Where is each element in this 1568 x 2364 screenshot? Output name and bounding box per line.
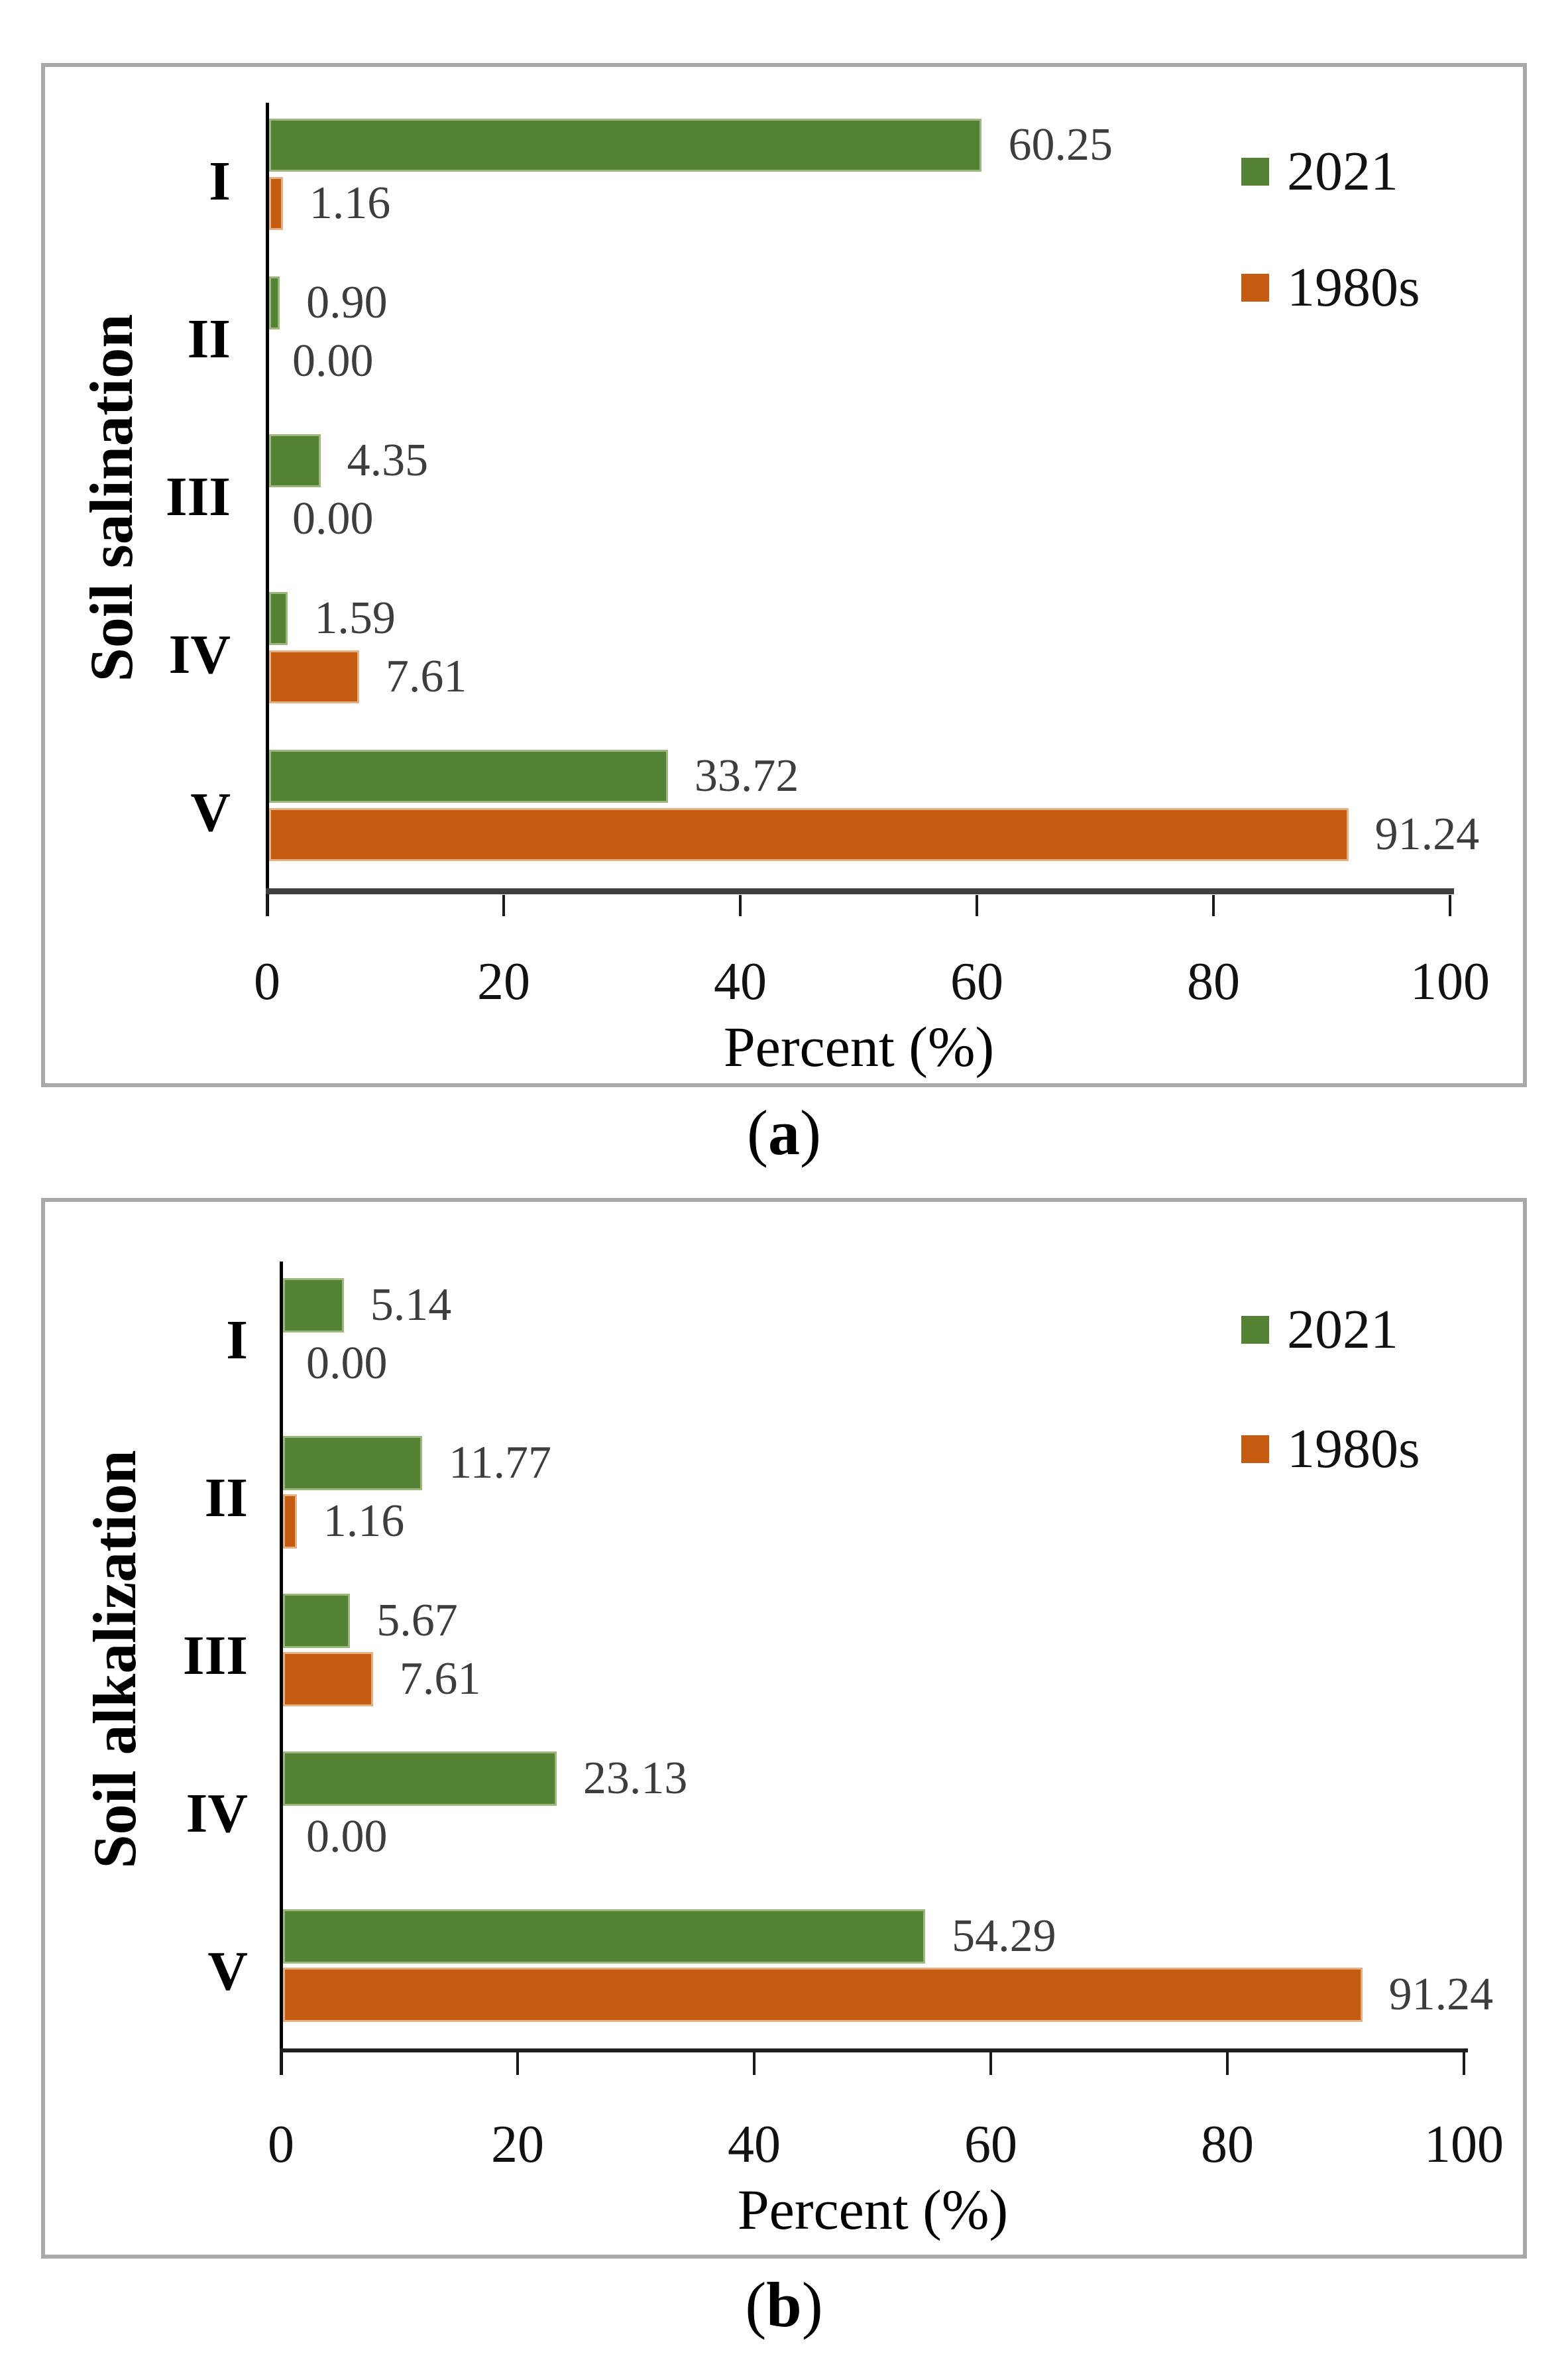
caption-a-close-paren: ) [800,1097,821,1168]
value-label-1980s-III: 0.00 [292,493,374,544]
value-label-1980s-II: 1.16 [323,1496,405,1547]
x-axis-title: Percent (%) [737,2178,1009,2241]
legend-label-2021: 2021 [1287,1299,1398,1360]
x-tick-label-20: 20 [491,2115,544,2174]
caption-b-close-paren: ) [801,2269,823,2340]
value-label-1980s-II: 0.00 [292,335,374,386]
category-label-I: I [226,1309,248,1371]
x-tick-label-100: 100 [1424,2115,1504,2174]
bar-2021-I [269,119,982,172]
bar-1980s-V [283,1968,1363,2022]
value-label-2021-V: 54.29 [952,1911,1056,1962]
value-label-2021-II: 0.90 [306,277,388,328]
value-label-2021-V: 33.72 [694,750,799,801]
x-tick-label-0: 0 [268,2115,294,2174]
x-tick-60 [976,895,978,916]
caption-b-open-paren: ( [745,2269,767,2340]
bar-2021-V [283,1909,926,1964]
value-label-1980s-I: 1.16 [309,178,391,229]
chart-panel-a: Soil salination I II III IV V 0 20 40 60 80 100 60.2… [41,63,1527,1087]
legend-swatch-1980s [1241,274,1269,302]
value-label-2021-II: 11.77 [449,1437,551,1488]
bar-2021-I [283,1278,344,1332]
value-label-2021-IV: 1.59 [314,593,396,644]
bar-1980s-V [269,808,1349,861]
x-tick-label-40: 40 [728,2115,781,2174]
y-axis-line [266,103,269,916]
caption-b-letter: b [766,2269,802,2340]
caption-a-letter: a [768,1097,800,1168]
x-tick-80 [1226,2052,1229,2075]
legend-swatch-2021 [1241,1316,1269,1344]
bar-1980s-IV [269,650,359,703]
category-label-II: II [187,308,231,370]
bar-2021-V [269,750,668,803]
x-axis-line [266,888,1454,894]
x-axis-title: Percent (%) [723,1015,995,1079]
x-tick-40 [739,895,742,916]
bar-2021-II [283,1436,423,1490]
x-tick-100 [1463,2052,1465,2075]
y-axis-line [280,1262,283,2075]
category-label-I: I [209,150,231,212]
x-tick-100 [1449,895,1451,916]
category-label-III: III [182,1625,248,1686]
value-label-2021-I: 60.25 [1008,119,1113,170]
value-label-1980s-I: 0.00 [306,1338,388,1389]
bar-1980s-II [283,1494,297,1549]
legend-label-2021: 2021 [1287,141,1398,202]
x-tick-80 [1212,895,1215,916]
x-tick-60 [989,2052,992,2075]
caption-a-open-paren: ( [747,1097,768,1168]
x-axis-line [280,2048,1468,2052]
bar-1980s-I [269,177,283,230]
category-label-II: II [204,1467,248,1529]
bar-2021-IV [283,1751,557,1806]
value-label-2021-I: 5.14 [370,1279,452,1330]
value-label-2021-III: 5.67 [376,1595,458,1646]
value-label-1980s-IV: 0.00 [306,1811,388,1862]
value-label-2021-III: 4.35 [347,435,429,486]
x-tick-label-20: 20 [477,953,530,1011]
x-tick-label-60: 60 [964,2115,1017,2174]
value-label-1980s-III: 7.61 [399,1653,481,1704]
value-label-1980s-V: 91.24 [1388,1969,1494,2020]
x-tick-label-40: 40 [714,953,767,1011]
caption-a: (a) [0,1095,1568,1171]
category-label-IV: IV [168,624,231,685]
legend-swatch-2021 [1241,158,1269,186]
bar-2021-III [283,1594,351,1648]
x-tick-label-60: 60 [950,953,1003,1011]
bar-2021-IV [269,592,288,645]
legend-swatch-1980s [1241,1435,1269,1463]
x-tick-label-80: 80 [1187,953,1240,1011]
x-tick-40 [753,2052,756,2075]
x-tick-label-100: 100 [1410,953,1490,1011]
bar-2021-II [269,276,280,329]
category-label-IV: IV [186,1783,248,1844]
value-label-1980s-V: 91.24 [1374,809,1480,860]
x-tick-label-80: 80 [1201,2115,1254,2174]
bar-2021-III [269,434,321,487]
x-tick-label-0: 0 [254,953,280,1011]
legend-label-1980s: 1980s [1287,1418,1420,1480]
category-label-III: III [165,466,231,528]
caption-b: (b) [0,2267,1568,2343]
category-label-V: V [207,1940,248,2002]
x-tick-0 [266,895,268,916]
category-label-V: V [190,782,231,843]
x-tick-20 [516,2052,519,2075]
x-tick-0 [280,2052,282,2075]
legend-label-1980s: 1980s [1287,257,1420,318]
x-tick-20 [502,895,505,916]
chart-panel-b: Soil alkalization I II III IV V 0 20 40 60 80 100 5.… [41,1198,1527,2259]
bar-1980s-III [283,1652,373,1706]
value-label-1980s-IV: 7.61 [385,651,467,702]
value-label-2021-IV: 23.13 [583,1753,688,1804]
